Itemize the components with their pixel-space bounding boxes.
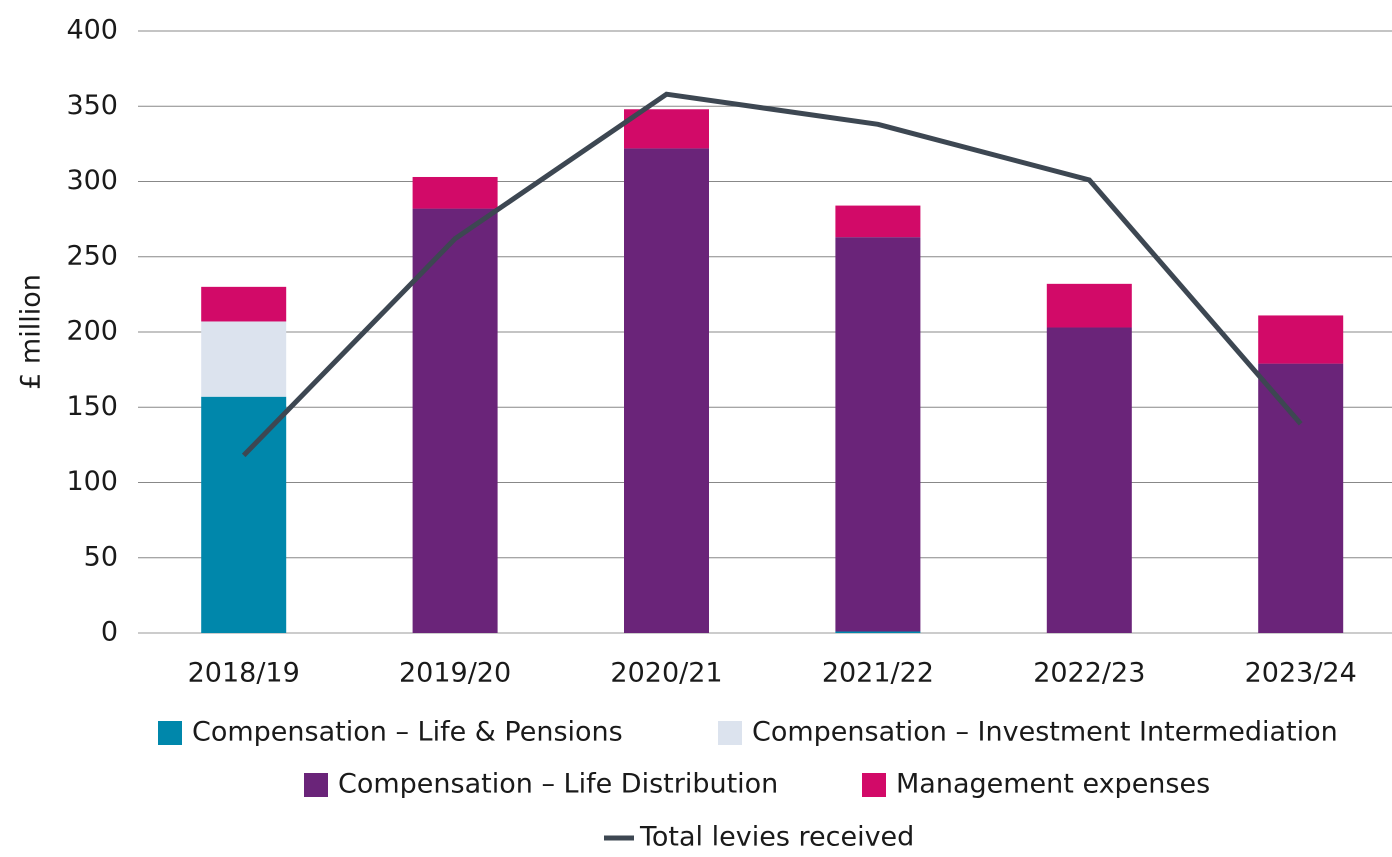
bar-segment <box>624 148 709 633</box>
y-tick-label: 350 <box>66 90 118 121</box>
bar-segment <box>201 396 287 633</box>
y-tick-label: 100 <box>66 466 118 497</box>
x-tick-label: 2020/21 <box>610 658 722 689</box>
bar-segment <box>835 205 921 238</box>
y-tick-label: 300 <box>66 165 118 196</box>
y-tick-label: 400 <box>66 15 118 46</box>
x-tick-label: 2018/19 <box>188 658 300 689</box>
y-tick-label: 250 <box>66 240 118 271</box>
bar-segment <box>1258 315 1344 364</box>
bar-segment <box>1046 327 1132 633</box>
x-tick-label: 2022/23 <box>1033 658 1145 689</box>
legend-swatch <box>304 773 328 797</box>
bar-segment <box>1258 363 1344 633</box>
y-axis-label: £ million <box>16 274 47 390</box>
legend-swatch <box>158 721 182 745</box>
y-tick-label: 200 <box>66 316 118 347</box>
x-tick-label: 2023/24 <box>1245 658 1357 689</box>
y-tick-label: 0 <box>101 617 118 648</box>
legend-label: Compensation – Life Distribution <box>338 769 778 800</box>
bar-segment <box>835 237 921 632</box>
legend-label: Compensation – Investment Intermediation <box>752 717 1338 748</box>
y-tick-label: 50 <box>84 541 118 572</box>
bar-segment <box>1046 283 1132 328</box>
x-tick-label: 2021/22 <box>822 658 934 689</box>
bar-segment <box>201 286 287 322</box>
y-tick-label: 150 <box>66 391 118 422</box>
legend-label: Total levies received <box>639 822 914 853</box>
legend-swatch <box>862 773 886 797</box>
bar-segment <box>412 176 498 209</box>
legend-label: Management expenses <box>896 769 1210 800</box>
bar-segment <box>835 631 921 633</box>
bar-segment <box>201 321 287 397</box>
bar-segment <box>412 208 498 633</box>
legend-label: Compensation – Life & Pensions <box>192 717 623 748</box>
x-tick-label: 2019/20 <box>399 658 511 689</box>
line-series <box>241 91 1303 458</box>
legend-swatch <box>718 721 742 745</box>
